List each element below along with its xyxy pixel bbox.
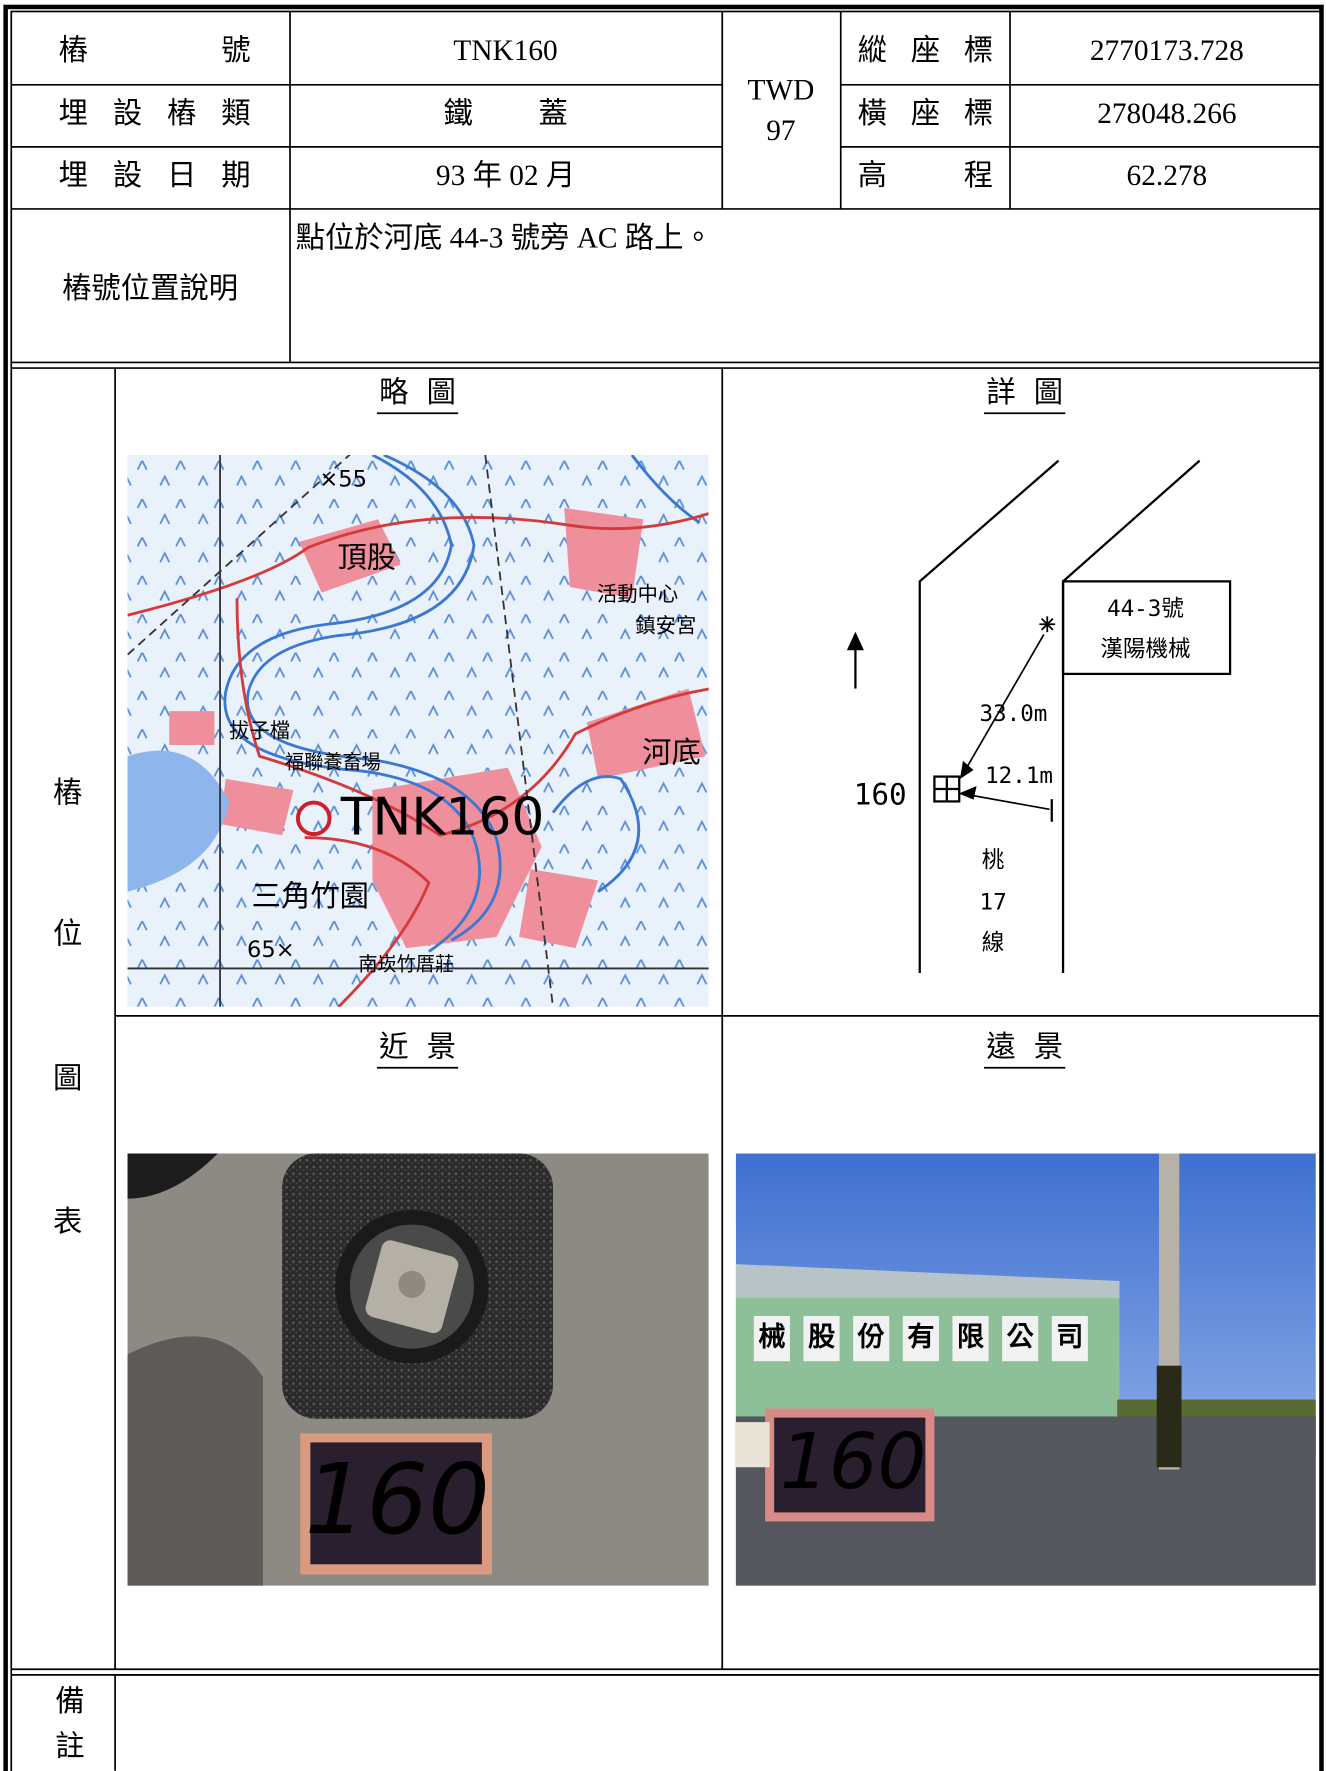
sign-char: 公: [1007, 1322, 1035, 1352]
detail-label: 44-3號: [1107, 596, 1184, 622]
map-label: ×55: [319, 466, 367, 492]
label: 埋設日期: [59, 159, 251, 192]
detail-label: 12.1m: [985, 763, 1053, 789]
datum: TWD: [748, 74, 815, 106]
label: 高程: [858, 159, 993, 192]
detail-label: 桃: [982, 848, 1005, 874]
section-title: 近景: [379, 1030, 456, 1063]
sign-char: 限: [957, 1322, 984, 1352]
side-label: 樁: [53, 777, 82, 810]
side-label: 圖: [53, 1063, 82, 1095]
map-label: 活動中心: [597, 582, 678, 606]
label: 橫座標: [858, 97, 993, 130]
description: 點位於河底 44-3 號旁 AC 路上。: [296, 221, 713, 254]
map-label: 65×: [247, 937, 295, 963]
table-frame: [3, 4, 1324, 1771]
sign-board: [853, 1316, 890, 1362]
map-label: 三角竹園: [252, 879, 369, 913]
side-label: 位: [53, 918, 82, 951]
map-label: 南崁竹厝莊: [358, 953, 454, 976]
detail-label: 33.0m: [979, 701, 1047, 727]
side-label: 表: [53, 1205, 82, 1238]
map-label: 福聯養畜場: [285, 751, 381, 774]
detail-label: 漢陽機械: [1100, 637, 1190, 663]
detail-diagram: [846, 459, 1232, 973]
remarks-label: 備: [55, 1685, 84, 1718]
board-text: 160: [305, 1443, 490, 1556]
sign-board: [902, 1316, 939, 1362]
value: 62.278: [1127, 160, 1208, 192]
map-label: TNK160: [340, 788, 545, 848]
near-photo: 160: [127, 1153, 709, 1586]
sign-board: [952, 1316, 989, 1362]
label: 樁號位置說明: [62, 272, 238, 305]
sign-char: 司: [1056, 1322, 1083, 1352]
sign-char: 份: [857, 1322, 885, 1352]
map-label: 河底: [642, 736, 701, 770]
label: 縱座標: [858, 34, 993, 67]
value: 2770173.728: [1090, 35, 1244, 67]
sign-char: 有: [907, 1322, 934, 1352]
map-label: 頂股: [337, 540, 396, 574]
detail-label: 線: [982, 930, 1005, 956]
section-title: 詳圖: [986, 376, 1063, 409]
label: 樁號: [59, 34, 251, 67]
value: 278048.266: [1097, 98, 1236, 130]
sign-char: 械: [758, 1322, 785, 1352]
board-text: 160: [780, 1418, 926, 1507]
map-label: 拔子檔: [229, 718, 290, 742]
section-title: 略圖: [379, 376, 456, 409]
section-title: 遠景: [986, 1030, 1063, 1063]
sign-board: [753, 1316, 790, 1362]
sign-board: [1002, 1316, 1039, 1362]
label: 埋設樁類: [59, 97, 251, 130]
map-label: 鎮安宮: [635, 614, 696, 638]
detail-label: 17: [980, 889, 1007, 915]
sign-board: [803, 1316, 840, 1362]
detail-label: 160: [854, 777, 907, 811]
value: 鐵蓋: [444, 97, 568, 130]
datum: 97: [766, 115, 795, 147]
sign-board: [1051, 1316, 1088, 1362]
sign-char: 股: [808, 1322, 835, 1352]
far-photo: 160 械股份有限公司: [735, 1153, 1316, 1586]
value: 93 年 02 月: [436, 159, 575, 192]
value: TNK160: [453, 35, 557, 67]
remarks-label: 註: [55, 1730, 84, 1763]
